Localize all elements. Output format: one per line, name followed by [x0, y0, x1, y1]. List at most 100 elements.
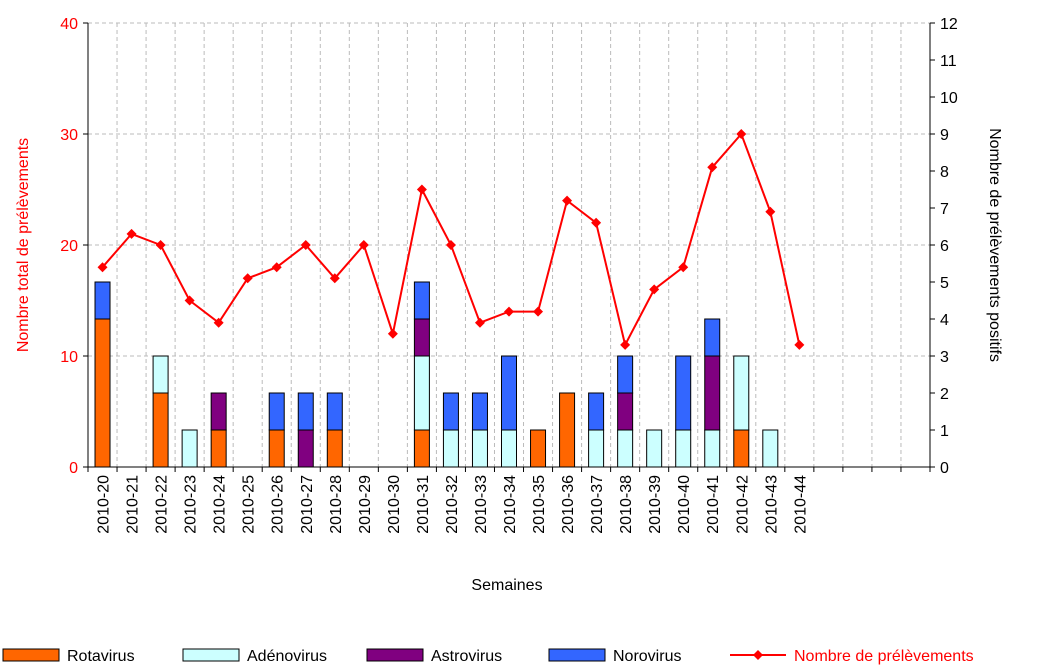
marker [213, 317, 224, 328]
bar [704, 318, 721, 357]
y2-tick-label: 2 [940, 386, 949, 403]
x-tick-label: 2010-39 [647, 475, 664, 534]
y2-tick-label: 12 [940, 16, 958, 33]
x-tick-label: 2010-21 [125, 475, 142, 534]
bar [559, 392, 576, 468]
legend-swatch [548, 648, 606, 662]
marker [126, 228, 137, 239]
bar [152, 392, 169, 468]
marker [155, 240, 166, 250]
x-tick-label: 2010-36 [560, 475, 577, 534]
x-axis-title: Semaines [471, 577, 542, 594]
marker [416, 184, 427, 195]
x-tick-label: 2010-26 [270, 475, 287, 534]
legend-marker [753, 650, 763, 660]
bar [268, 392, 285, 431]
bar [617, 355, 634, 394]
x-tick-label: 2010-38 [618, 475, 635, 534]
bar [617, 392, 634, 431]
marker [474, 317, 485, 328]
marker [387, 328, 398, 339]
legend-swatch [366, 648, 424, 662]
marker [591, 217, 602, 228]
marker [329, 273, 340, 284]
bar [617, 429, 634, 468]
y2-axis-title: Nombre de prélèvements positifs [986, 128, 1003, 362]
marker [300, 240, 311, 250]
marker [242, 273, 253, 284]
y2-tick-label: 8 [940, 164, 949, 181]
x-tick-label: 2010-27 [299, 475, 316, 534]
bar [646, 429, 663, 468]
bar [326, 392, 343, 431]
bar [413, 281, 430, 320]
legend-swatch [2, 648, 60, 662]
y2-tick-label: 7 [940, 201, 949, 218]
y-axis-title: Nombre total de prélèvements [15, 138, 32, 352]
marker [678, 262, 689, 273]
marker [562, 195, 573, 206]
x-tick-label: 2010-40 [676, 475, 693, 534]
bar [297, 429, 314, 468]
bar [733, 355, 750, 431]
y2-tick-label: 4 [940, 312, 949, 329]
x-tick-label: 2010-44 [792, 475, 809, 534]
marker [184, 295, 195, 306]
x-tick-label: 2010-41 [705, 475, 722, 534]
bar [210, 392, 227, 431]
y2-tick-label: 1 [940, 423, 949, 440]
bar [326, 429, 343, 468]
x-tick-label: 2010-37 [589, 475, 606, 534]
bar [181, 429, 198, 468]
x-tick-label: 2010-30 [386, 475, 403, 534]
bar [268, 429, 285, 468]
bar [94, 281, 111, 320]
bar [588, 429, 605, 468]
x-tick-label: 2010-23 [183, 475, 200, 534]
bar [501, 429, 517, 468]
x-tick-label: 2010-42 [734, 475, 751, 534]
x-tick-label: 2010-34 [502, 475, 519, 534]
marker [736, 129, 747, 139]
y2-tick-label: 11 [940, 53, 957, 70]
legend-label: Nombre de prélèvements [794, 648, 974, 665]
bar [94, 318, 111, 468]
marker [358, 240, 369, 250]
x-tick-label: 2010-24 [212, 475, 229, 534]
marker [271, 262, 282, 273]
x-tick-label: 2010-25 [241, 475, 258, 534]
bar [413, 429, 430, 468]
x-tick-label: 2010-28 [328, 475, 345, 534]
bar [297, 392, 314, 431]
bar [413, 355, 430, 431]
x-tick-label: 2010-29 [357, 475, 374, 534]
marker [533, 306, 544, 317]
marker [620, 339, 631, 350]
y-tick-label: 10 [60, 349, 78, 366]
bar [501, 355, 517, 431]
line [101, 132, 801, 348]
legend-label: Norovirus [613, 648, 681, 665]
bar [210, 429, 227, 468]
bar [442, 429, 459, 468]
marker [707, 162, 718, 173]
legend-label: Adénovirus [247, 648, 327, 665]
bar [704, 355, 721, 431]
y-tick-label: 0 [69, 460, 78, 477]
y2-tick-label: 9 [940, 127, 949, 144]
bar [530, 429, 547, 468]
bar [471, 392, 488, 431]
y2-tick-label: 5 [940, 275, 949, 292]
legend-label: Rotavirus [67, 648, 135, 665]
y-tick-label: 40 [60, 16, 78, 33]
y-tick-label: 20 [60, 238, 78, 255]
legend-label: Astrovirus [431, 648, 502, 665]
x-tick-label: 2010-43 [763, 475, 780, 534]
bar [152, 355, 169, 394]
bar [733, 429, 750, 468]
x-tick-label: 2010-35 [531, 475, 548, 534]
y2-tick-label: 0 [940, 460, 949, 477]
marker [445, 240, 456, 250]
x-tick-label: 2010-32 [444, 475, 461, 534]
